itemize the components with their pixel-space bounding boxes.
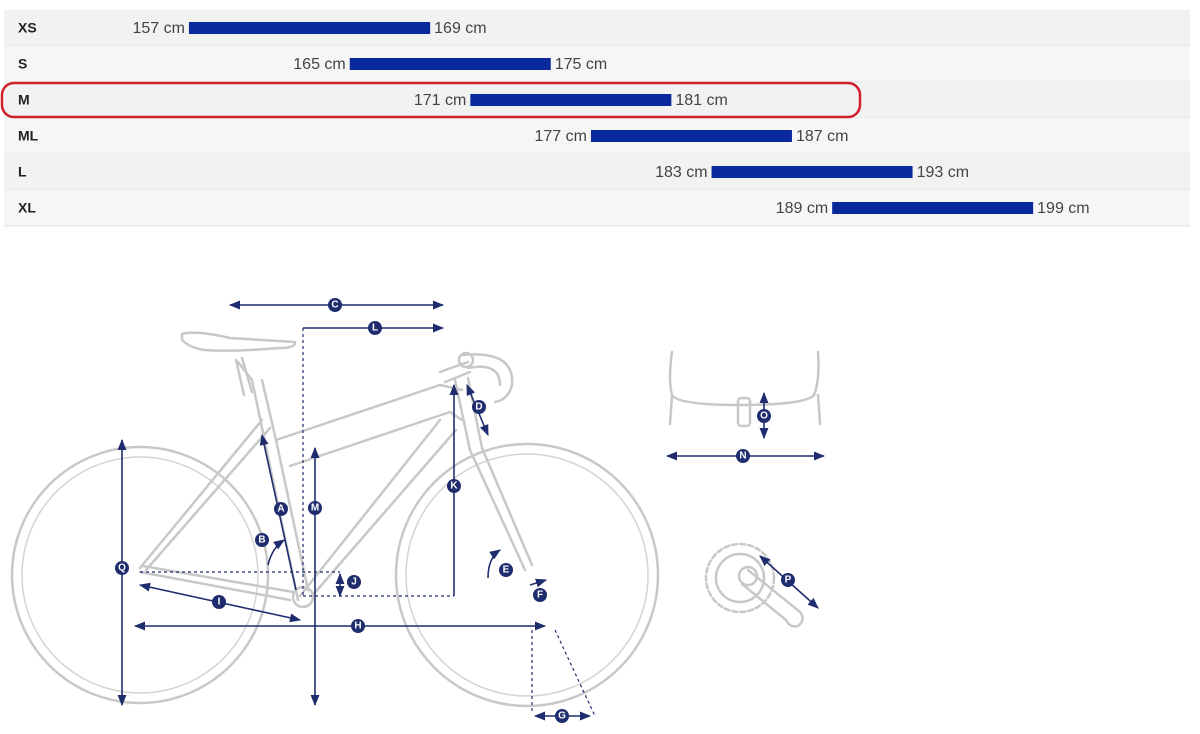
low-label: 189 cm — [776, 200, 828, 217]
bike-diagram — [10, 300, 826, 721]
label-text: L — [372, 323, 378, 334]
high-label: 169 cm — [434, 20, 486, 37]
range-bar — [470, 94, 672, 106]
dim-label: A — [274, 502, 288, 516]
label-text: M — [311, 503, 319, 514]
low-label: 183 cm — [655, 164, 707, 181]
label-text: C — [331, 300, 338, 311]
dim-label: F — [533, 588, 547, 602]
label-text: N — [739, 451, 746, 462]
low-label: 171 cm — [414, 92, 466, 109]
dim-label: Q — [115, 561, 129, 575]
row-background — [4, 46, 1190, 82]
label-text: H — [354, 621, 361, 632]
dim-label: J — [347, 575, 361, 589]
label-text: F — [537, 590, 543, 601]
dimension-labels: C L D A M K B Q J E F I H G O N P — [115, 298, 795, 723]
low-label: 157 cm — [132, 20, 184, 37]
dim-label: P — [781, 573, 795, 587]
label-text: E — [503, 565, 510, 576]
size-label: XS — [18, 20, 37, 36]
label-text: I — [218, 597, 221, 608]
label-text: A — [277, 504, 284, 515]
high-label: 193 cm — [917, 164, 969, 181]
high-label: 199 cm — [1037, 200, 1089, 217]
dim-label: N — [736, 449, 750, 463]
size-label: XL — [18, 200, 36, 216]
range-bar — [590, 130, 792, 142]
dim-label: O — [757, 409, 771, 423]
dim-label: C — [328, 298, 342, 312]
label-text: O — [760, 411, 768, 422]
label-text: D — [475, 402, 482, 413]
label-text: G — [558, 711, 566, 722]
range-bar — [832, 202, 1034, 214]
dim-label: M — [308, 501, 322, 515]
high-label: 187 cm — [796, 128, 848, 145]
dim-label: E — [499, 563, 513, 577]
dim-label: G — [555, 709, 569, 723]
size-label: S — [18, 56, 27, 72]
label-text: P — [785, 575, 792, 586]
label-text: B — [258, 535, 265, 546]
highlight-outline — [0, 81, 862, 119]
low-label: 177 cm — [534, 128, 586, 145]
range-bar — [188, 22, 431, 34]
dim-label: H — [351, 619, 365, 633]
high-label: 181 cm — [675, 92, 727, 109]
dim-label: K — [447, 479, 461, 493]
high-label: 175 cm — [555, 56, 607, 73]
size-label: M — [18, 92, 30, 108]
dim-label: B — [255, 533, 269, 547]
low-label: 165 cm — [293, 56, 345, 73]
row-background — [4, 154, 1190, 190]
dim-label: D — [472, 400, 486, 414]
dim-label: L — [368, 321, 382, 335]
range-bar — [711, 166, 913, 178]
label-text: K — [450, 481, 458, 492]
label-text: J — [351, 577, 357, 588]
size-label: L — [18, 164, 27, 180]
label-text: Q — [118, 563, 126, 574]
range-bar — [349, 58, 551, 70]
size-chart: XS 157 cm 169 cm S 165 cm 175 cm M 171 cm 181 cm… — [0, 10, 1190, 227]
dim-label: I — [212, 595, 226, 609]
size-label: ML — [18, 128, 39, 144]
